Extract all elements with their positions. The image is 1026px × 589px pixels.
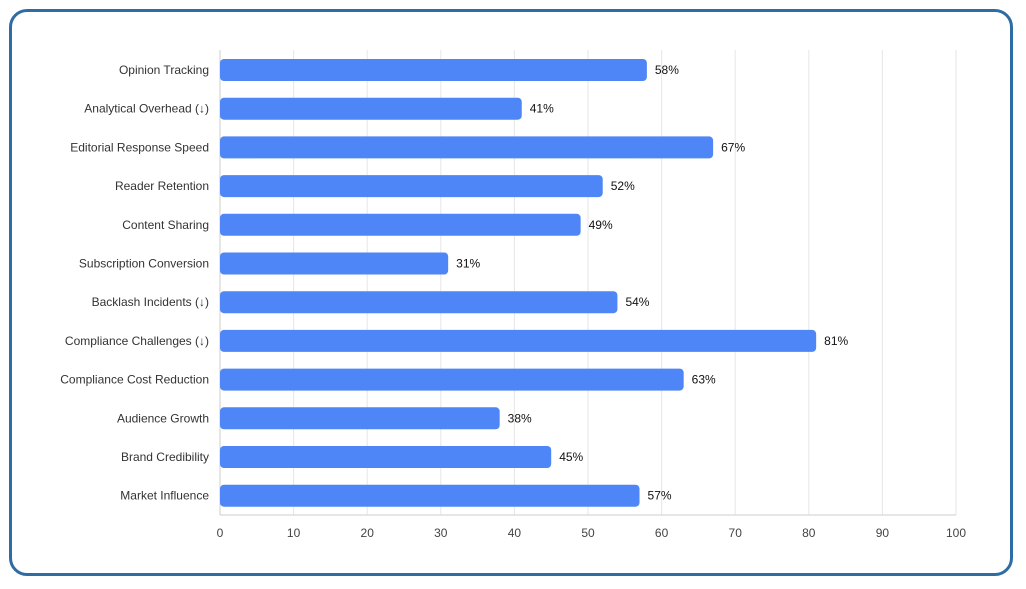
category-label: Content Sharing [122, 218, 209, 232]
value-label: 58% [655, 63, 679, 77]
bars [220, 59, 817, 507]
x-tick-label: 0 [217, 526, 224, 540]
category-label: Analytical Overhead (↓) [84, 102, 209, 116]
x-tick-label: 30 [434, 526, 448, 540]
x-tick-label: 100 [946, 526, 966, 540]
value-label: 63% [692, 373, 716, 387]
category-label: Audience Growth [117, 411, 209, 425]
bar [220, 368, 684, 391]
x-tick-label: 20 [361, 526, 375, 540]
value-label: 49% [589, 218, 613, 232]
category-labels: Opinion Tracking Analytical Overhead (↓) E… [60, 63, 209, 503]
value-label: 52% [611, 179, 635, 193]
category-label: Compliance Cost Reduction [60, 373, 209, 387]
category-label: Subscription Conversion [79, 257, 209, 271]
category-label: Market Influence [120, 489, 209, 503]
x-tick-label: 10 [287, 526, 301, 540]
gridlines [219, 50, 957, 515]
bar [220, 136, 714, 159]
value-label: 45% [559, 450, 583, 464]
category-label: Reader Retention [115, 179, 209, 193]
bar [220, 252, 449, 275]
x-tick-label: 80 [802, 526, 816, 540]
bar [220, 175, 603, 198]
value-label: 41% [530, 102, 554, 116]
value-label: 38% [508, 411, 532, 425]
bar [220, 59, 647, 81]
value-label: 81% [824, 334, 848, 348]
x-tick-label: 90 [876, 526, 890, 540]
category-label: Backlash Incidents (↓) [92, 295, 209, 309]
category-label: Brand Credibility [121, 450, 209, 464]
category-label: Editorial Response Speed [70, 140, 209, 154]
x-tick-label: 50 [581, 526, 595, 540]
value-label: 31% [456, 257, 480, 271]
category-label: Compliance Challenges (↓) [65, 334, 209, 348]
bar [220, 407, 500, 430]
value-label: 67% [721, 140, 745, 154]
value-label: 57% [648, 489, 672, 503]
bar [220, 213, 581, 236]
category-label: Opinion Tracking [119, 63, 209, 77]
bar [220, 97, 522, 120]
x-tick-label: 40 [508, 526, 522, 540]
bar [220, 484, 640, 507]
x-tick-label: 70 [729, 526, 743, 540]
value-label: 54% [625, 295, 649, 309]
bar [220, 446, 552, 468]
value-labels: 58% 41% 67% 52% 49% 31% 54% 81% 63% 38% 45% 57% [456, 63, 848, 503]
bar [220, 329, 817, 352]
x-axis: 0 10 20 30 40 50 60 70 80 90 100 [217, 514, 966, 540]
x-tick-label: 60 [655, 526, 669, 540]
bar [220, 291, 618, 314]
